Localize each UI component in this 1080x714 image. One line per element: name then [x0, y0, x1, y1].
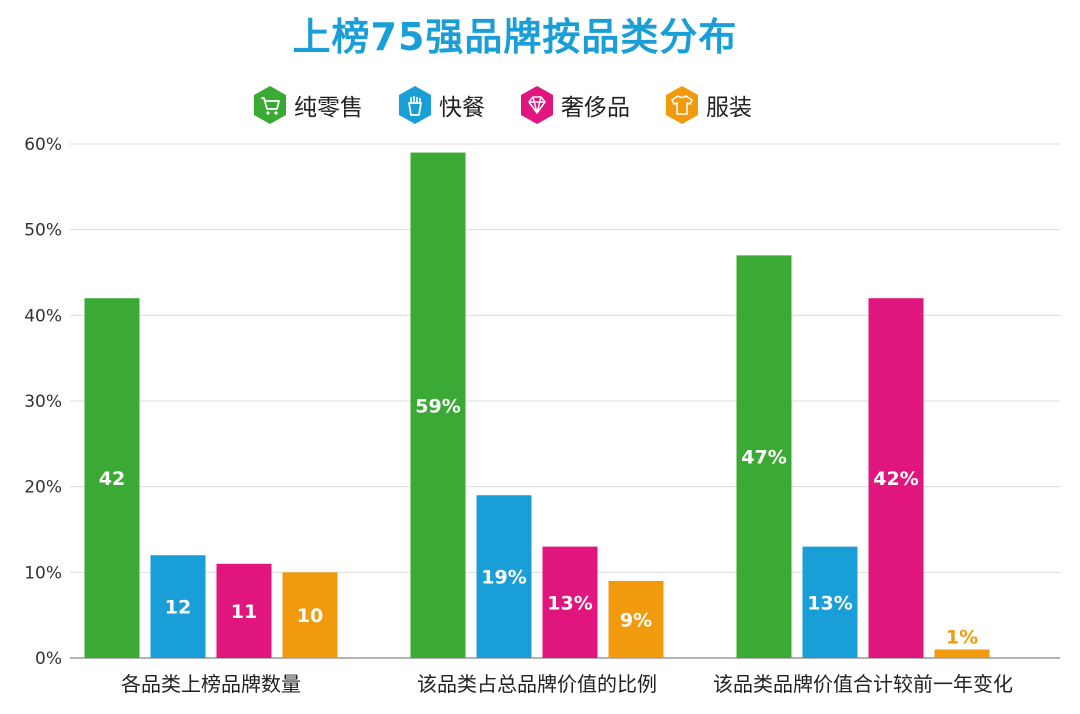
bar — [84, 298, 140, 658]
data-label: 42% — [873, 468, 918, 490]
bar — [410, 152, 466, 659]
chart-title: 上榜75强品牌按品类分布 — [292, 15, 738, 59]
legend-item-retail: 纯零售 — [252, 85, 363, 125]
bar — [608, 580, 664, 658]
diamond-icon — [521, 86, 553, 124]
tshirt-icon — [666, 86, 698, 124]
legend-label-luxury: 奢侈品 — [561, 95, 630, 121]
data-label: 47% — [741, 447, 786, 469]
data-label: 19% — [481, 567, 526, 589]
legend-item-fastfood: 快餐 — [397, 85, 485, 125]
data-label: 10 — [297, 605, 323, 627]
data-label: 9% — [620, 609, 652, 631]
y-tick-label: 10% — [24, 563, 62, 583]
data-label: 13% — [807, 592, 852, 614]
bar — [542, 546, 598, 658]
bar — [476, 495, 532, 658]
data-label: 1% — [946, 626, 978, 648]
shopping-cart-icon — [254, 86, 286, 124]
y-tick-label: 60% — [24, 135, 62, 155]
legend-item-luxury: 奢侈品 — [519, 85, 630, 125]
x-category-label: 该品类占总品牌价值的比例 — [417, 672, 657, 696]
x-category-label: 各品类上榜品牌数量 — [121, 672, 301, 696]
bar — [736, 255, 792, 658]
bar — [282, 572, 338, 658]
y-tick-label: 30% — [24, 392, 62, 412]
y-tick-label: 20% — [24, 478, 62, 498]
bar — [802, 546, 858, 658]
data-label: 42 — [99, 468, 125, 490]
data-label: 11 — [231, 601, 257, 623]
bar — [868, 298, 924, 658]
data-label: 12 — [165, 597, 191, 619]
legend: 纯零售 快餐 奢侈品 服装 — [252, 84, 786, 126]
legend-label-retail: 纯零售 — [294, 95, 363, 121]
data-label: 13% — [547, 592, 592, 614]
fries-icon — [399, 86, 431, 124]
data-label: 59% — [415, 395, 460, 417]
legend-item-apparel: 服装 — [664, 85, 752, 125]
y-tick-label: 50% — [24, 221, 62, 241]
legend-label-apparel: 服装 — [706, 95, 752, 121]
x-category-label: 该品类品牌价值合计较前一年变化 — [713, 672, 1013, 696]
bar — [934, 649, 990, 658]
legend-label-fastfood: 快餐 — [439, 95, 485, 121]
bar — [150, 555, 206, 658]
y-tick-label: 0% — [35, 649, 62, 669]
y-tick-label: 40% — [24, 306, 62, 326]
bar — [216, 563, 272, 658]
